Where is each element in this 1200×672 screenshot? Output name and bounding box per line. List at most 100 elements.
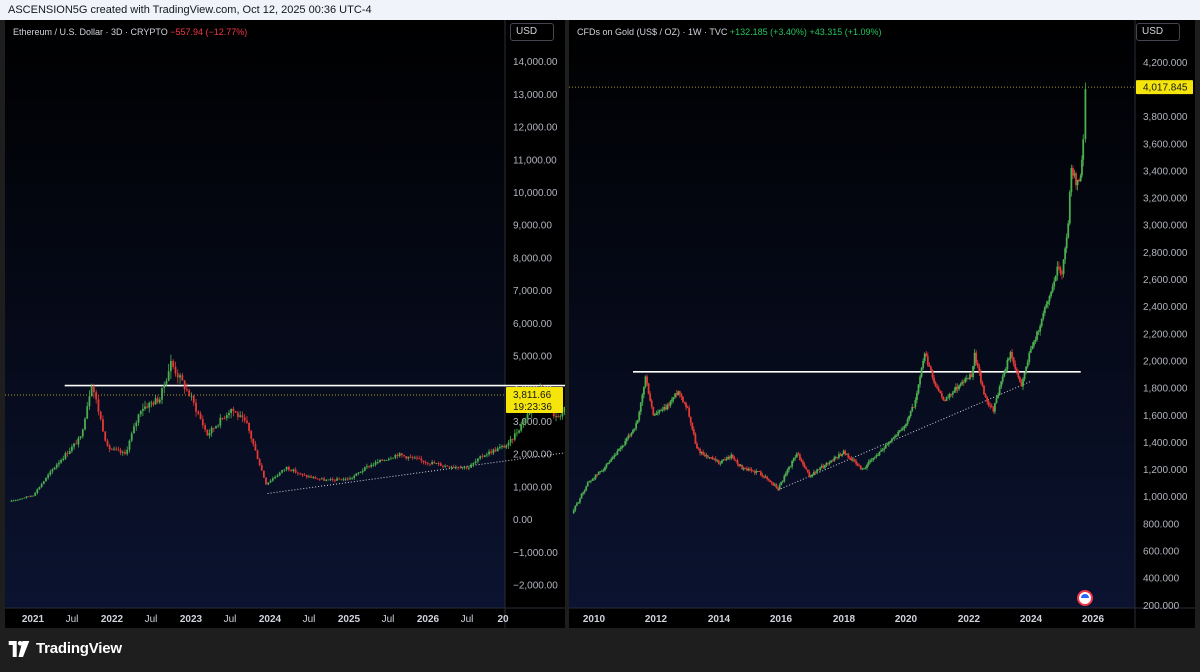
candle-body [318, 478, 321, 480]
candle-body [597, 471, 600, 475]
candle-body [528, 412, 531, 415]
candle-body [663, 407, 666, 410]
candle-body [396, 454, 399, 457]
y-tick-label: 8,000.00 [513, 253, 552, 264]
candle-body [780, 481, 783, 486]
candle-body [308, 476, 310, 478]
candle-body [923, 353, 926, 361]
candle-body [611, 457, 614, 460]
candle-body [653, 415, 656, 416]
candle-body [472, 462, 475, 465]
candle-body [1084, 89, 1087, 140]
candle-body [703, 454, 706, 457]
y-tick-label: 5,000.00 [513, 352, 552, 363]
candle-body [1008, 358, 1010, 360]
candle-body [964, 378, 967, 383]
candle-body [557, 416, 560, 417]
candle-body [789, 466, 792, 468]
candle-body [917, 384, 920, 394]
gold-chart[interactable]: 4,200.0004,000.0003,800.0003,600.0003,40… [569, 20, 1195, 628]
candle-body [383, 460, 386, 462]
candle-body [115, 448, 118, 450]
candle-body [735, 460, 737, 462]
x-tick-label: Jul [224, 614, 237, 625]
candle-body [705, 455, 708, 457]
candle-body [165, 380, 168, 385]
candle-body [135, 422, 138, 427]
y-tick-label: 200.000 [1143, 601, 1180, 612]
candle-body [853, 459, 856, 462]
candle-body [984, 394, 987, 398]
candle-body [627, 435, 630, 439]
candle-body [363, 467, 366, 471]
candle-body [1079, 175, 1082, 181]
candle-body [563, 406, 565, 412]
y-tick-label: 1,800.000 [1143, 384, 1188, 395]
gold-currency-button[interactable]: USD [1136, 23, 1180, 41]
candle-body [25, 496, 28, 498]
candle-body [649, 393, 652, 401]
candle-body [1057, 266, 1060, 268]
candle-body [511, 438, 514, 440]
candle-body [731, 454, 734, 458]
candle-body [10, 500, 13, 502]
tradingview-logo[interactable]: TradingView [8, 640, 122, 657]
candle-body [394, 454, 397, 458]
candle-body [607, 462, 609, 465]
x-tick-label: 2016 [770, 614, 793, 625]
candle-body [387, 458, 390, 461]
candle-body [62, 458, 65, 460]
candle-body [1042, 313, 1045, 319]
gold-chart-panel[interactable]: 4,200.0004,000.0003,800.0003,600.0003,40… [569, 20, 1195, 628]
candle-body [710, 457, 712, 458]
candle-body [452, 467, 455, 468]
candle-body [756, 471, 759, 472]
candle-body [691, 422, 694, 430]
eth-chart[interactable]: 14,000.00 13,000.00 12,000.00 11,000.00 10,0… [5, 20, 565, 628]
us-flag-icon[interactable] [1077, 590, 1093, 606]
candle-body [190, 395, 193, 397]
candle-body [68, 450, 71, 454]
candle-body [783, 475, 786, 482]
candle-body [467, 467, 470, 469]
candle-body [179, 375, 181, 378]
candle-body [805, 467, 808, 470]
last-price-label: 3,811.66 [513, 390, 552, 401]
candle-body [761, 475, 764, 477]
candle-body [926, 356, 929, 366]
candle-body [827, 463, 829, 464]
candle-body [680, 394, 683, 397]
candle-body [507, 442, 510, 446]
candle-body [201, 419, 204, 426]
x-tick-label: 2025 [338, 614, 361, 625]
candle-body [795, 453, 798, 458]
candle-body [230, 408, 233, 413]
eth-currency-button[interactable]: USD [510, 23, 554, 41]
candle-body [217, 425, 220, 427]
candle-body [593, 478, 595, 480]
candle-body [1025, 366, 1028, 374]
candle-body [84, 418, 86, 430]
candle-body [299, 473, 302, 475]
candle-body [336, 478, 338, 481]
candle-body [862, 468, 865, 470]
candle-body [672, 397, 675, 400]
candle-body [903, 426, 906, 429]
candle-body [409, 456, 412, 458]
candle-body [886, 444, 889, 446]
footer-bar: TradingView [0, 628, 1200, 672]
y-tick-label: 4,200.000 [1143, 58, 1188, 69]
candle-body [1023, 373, 1026, 380]
candle-body [842, 450, 845, 454]
candle-body [778, 485, 781, 490]
candle-body [655, 413, 658, 416]
candle-body [424, 462, 427, 464]
candle-body [808, 471, 811, 477]
candle-body [374, 462, 377, 465]
candle-body [19, 498, 21, 500]
eth-chart-panel[interactable]: 14,000.00 13,000.00 12,000.00 11,000.00 10,0… [5, 20, 565, 628]
candle-body [1070, 168, 1073, 193]
candle-body [591, 479, 594, 481]
candle-body [329, 479, 332, 480]
candle-body [828, 462, 831, 464]
